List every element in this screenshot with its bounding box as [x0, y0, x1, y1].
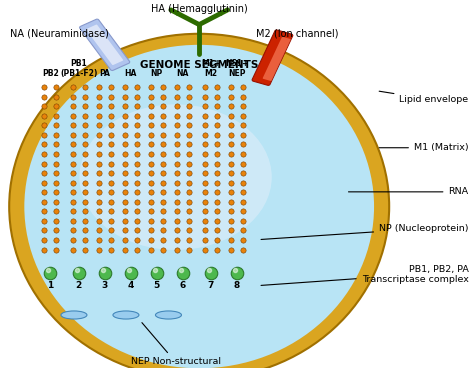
Ellipse shape: [79, 104, 272, 250]
Ellipse shape: [9, 34, 389, 369]
Text: PB1, PB2, PA
Transcriptase complex: PB1, PB2, PA Transcriptase complex: [261, 265, 469, 285]
Text: PA: PA: [99, 69, 110, 78]
Text: 1: 1: [47, 281, 54, 290]
Text: 8: 8: [234, 281, 240, 290]
Ellipse shape: [24, 45, 374, 368]
Text: 5: 5: [154, 281, 160, 290]
Text: M2 (Ion channel): M2 (Ion channel): [256, 29, 338, 39]
FancyBboxPatch shape: [80, 19, 130, 70]
Text: NA (Neuraminidase): NA (Neuraminidase): [10, 29, 109, 39]
Text: NA: NA: [176, 69, 189, 78]
Text: 6: 6: [180, 281, 186, 290]
Text: HA: HA: [125, 69, 137, 78]
Text: NS1+
NEP: NS1+ NEP: [225, 59, 249, 78]
Text: 4: 4: [128, 281, 134, 290]
Text: M1+
M2: M1+ M2: [201, 59, 220, 78]
Text: GENOME SEGMENTS: GENOME SEGMENTS: [140, 60, 258, 70]
Text: RNA: RNA: [348, 187, 469, 196]
Text: NP (Nucleoprotein): NP (Nucleoprotein): [261, 224, 469, 239]
FancyBboxPatch shape: [252, 30, 293, 85]
Text: 3: 3: [101, 281, 108, 290]
Ellipse shape: [155, 311, 182, 319]
Text: PB1
(PB1-F2): PB1 (PB1-F2): [60, 59, 97, 78]
Text: NEP Non-structural: NEP Non-structural: [130, 323, 220, 366]
FancyBboxPatch shape: [86, 25, 123, 65]
Text: M1 (Matrix): M1 (Matrix): [379, 143, 469, 152]
Text: NP: NP: [151, 69, 163, 78]
Text: 7: 7: [208, 281, 214, 290]
Text: PB2: PB2: [42, 69, 59, 78]
FancyBboxPatch shape: [263, 37, 291, 81]
Text: HA (Hemagglutinin): HA (Hemagglutinin): [151, 4, 247, 14]
Text: Lipid envelope: Lipid envelope: [379, 91, 469, 104]
Ellipse shape: [61, 311, 87, 319]
Ellipse shape: [113, 311, 139, 319]
Text: 2: 2: [75, 281, 82, 290]
